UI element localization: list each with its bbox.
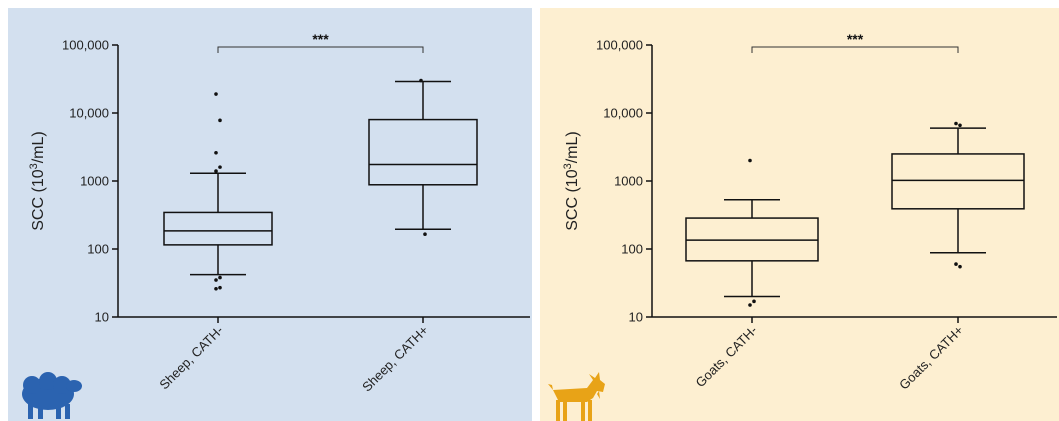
- y-tick-label: 1000: [614, 174, 643, 189]
- sheep-wool: [53, 376, 71, 394]
- significance-label: ***: [847, 31, 864, 47]
- outlier-point: [214, 169, 218, 173]
- sheep-head: [66, 380, 82, 392]
- significance-bracket: [217, 46, 424, 53]
- outlier-point: [218, 165, 222, 169]
- outlier-point: [954, 262, 958, 266]
- sheep-leg: [28, 404, 33, 419]
- outlier-point: [423, 232, 427, 237]
- panel-background: [8, 8, 532, 421]
- iqr-box: [163, 211, 273, 246]
- sheep-leg: [38, 405, 43, 419]
- goat-tail: [548, 384, 553, 390]
- y-tick-label: 10,000: [69, 106, 109, 121]
- sheep-icon: [22, 372, 82, 419]
- y-axis-label-superscript: 3: [562, 163, 574, 169]
- outlier-point: [218, 285, 222, 290]
- goat-leg: [556, 400, 560, 421]
- y-axis-label: SCC (103/mL): [28, 131, 47, 230]
- y-tick-label: 10,000: [603, 106, 643, 121]
- y-axis-label-main: SCC (10: [564, 169, 581, 230]
- sheep-wool: [23, 376, 41, 394]
- goat-leg: [563, 400, 567, 421]
- panel-b: SCC (103/mL)10100100010,000100,000Goats,…: [540, 8, 1059, 421]
- panel-background: [540, 8, 1059, 421]
- goat-body: [553, 372, 605, 402]
- y-tick-label: 1000: [80, 174, 109, 189]
- goat-beard: [597, 391, 600, 399]
- goat-leg: [581, 400, 585, 421]
- y-tick-label: 100: [621, 242, 643, 257]
- box-plot: [685, 158, 819, 307]
- y-tick-label: 10: [629, 310, 643, 325]
- panel-a: SCC (103/mL)10100100010,000100,000Sheep,…: [8, 8, 532, 421]
- y-tick-label: 10: [95, 310, 109, 325]
- outlier-point: [214, 92, 218, 96]
- box-plot: [891, 121, 1025, 269]
- significance-bracket: [751, 46, 959, 53]
- y-axis-label-tail: /mL): [30, 131, 47, 163]
- y-axis-label-main: SCC (10: [30, 169, 47, 230]
- outlier-point: [954, 121, 958, 126]
- outlier-point: [214, 278, 218, 282]
- y-tick-label: 100,000: [596, 38, 643, 53]
- y-axis-label-tail: /mL): [564, 131, 581, 163]
- outlier-point: [748, 303, 752, 307]
- outlier-point: [419, 78, 423, 83]
- iqr-box: [368, 118, 478, 186]
- goat-leg: [588, 400, 592, 421]
- outlier-point: [218, 275, 222, 280]
- outlier-point: [958, 264, 962, 269]
- y-axis-label-superscript: 3: [28, 163, 40, 169]
- box-plot: [368, 78, 478, 237]
- sheep-wool: [39, 372, 57, 390]
- y-axis-label: SCC (103/mL): [562, 131, 581, 230]
- outlier-point: [214, 150, 218, 155]
- sheep-leg: [65, 404, 70, 419]
- box-plot: [163, 92, 273, 291]
- outlier-point: [748, 158, 752, 163]
- iqr-box: [891, 153, 1025, 210]
- outlier-point: [218, 118, 222, 123]
- y-tick-label: 100: [87, 242, 109, 257]
- y-tick-label: 100,000: [62, 38, 109, 53]
- outlier-point: [958, 123, 962, 128]
- goat-icon: [548, 372, 605, 421]
- sheep-leg: [56, 405, 61, 419]
- outlier-point: [752, 299, 756, 304]
- significance-label: ***: [312, 31, 329, 47]
- outlier-point: [214, 286, 218, 291]
